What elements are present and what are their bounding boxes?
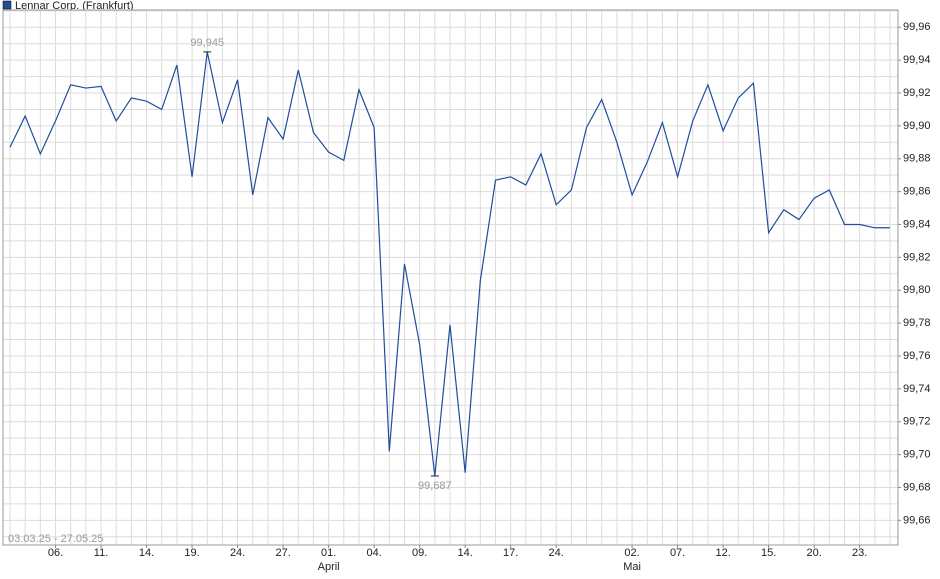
- x-tick-label: 07.: [670, 547, 685, 559]
- x-tick-label: 12.: [715, 547, 730, 559]
- month-label: Mai: [623, 561, 641, 573]
- x-tick-label: 06.: [48, 547, 63, 559]
- x-tick-label: 15.: [761, 547, 776, 559]
- y-tick-label: 99,70: [903, 449, 931, 461]
- y-tick-label: 99,66: [903, 514, 931, 526]
- y-tick-label: 99,86: [903, 186, 931, 198]
- y-tick-label: 99,82: [903, 251, 931, 263]
- x-tick-label: 04.: [366, 547, 381, 559]
- x-tick-label: 20.: [806, 547, 821, 559]
- y-tick-label: 99,68: [903, 481, 931, 493]
- x-tick-label: 24.: [230, 547, 245, 559]
- y-tick-label: 99,80: [903, 284, 931, 296]
- value-label: 99,945: [190, 37, 224, 49]
- y-tick-label: 99,76: [903, 350, 931, 362]
- month-label: April: [318, 561, 340, 573]
- legend-swatch: [2, 0, 12, 10]
- x-tick-label: 24.: [549, 547, 564, 559]
- y-tick-label: 99,72: [903, 416, 931, 428]
- x-tick-label: 01.: [321, 547, 336, 559]
- legend-label: Lennar Corp. (Frankfurt): [15, 0, 134, 12]
- x-tick-label: 19.: [184, 547, 199, 559]
- price-line: [9, 51, 890, 477]
- x-tick-label: 17.: [503, 547, 518, 559]
- x-tick-label: 27.: [275, 547, 290, 559]
- x-tick-label: 11.: [94, 547, 108, 559]
- y-tick-label: 99,84: [903, 218, 931, 230]
- value-label: 99,687: [418, 480, 452, 492]
- date-range: 03.03.25 - 27.05.25: [8, 533, 103, 545]
- x-tick-label: 14.: [139, 547, 154, 559]
- x-tick-label: 23.: [852, 547, 867, 559]
- x-tick-label: 14.: [458, 547, 473, 559]
- x-tick-label: 02.: [624, 547, 639, 559]
- y-tick-label: 99,88: [903, 153, 931, 165]
- plot-border: [2, 9, 899, 546]
- y-tick-label: 99,94: [903, 54, 931, 66]
- x-tick-label: 09.: [412, 547, 427, 559]
- y-tick-label: 99,78: [903, 317, 931, 329]
- y-tick-label: 99,96: [903, 21, 931, 33]
- y-tick-label: 99,90: [903, 120, 931, 132]
- y-tick-label: 99,92: [903, 87, 931, 99]
- y-tick-label: 99,74: [903, 383, 931, 395]
